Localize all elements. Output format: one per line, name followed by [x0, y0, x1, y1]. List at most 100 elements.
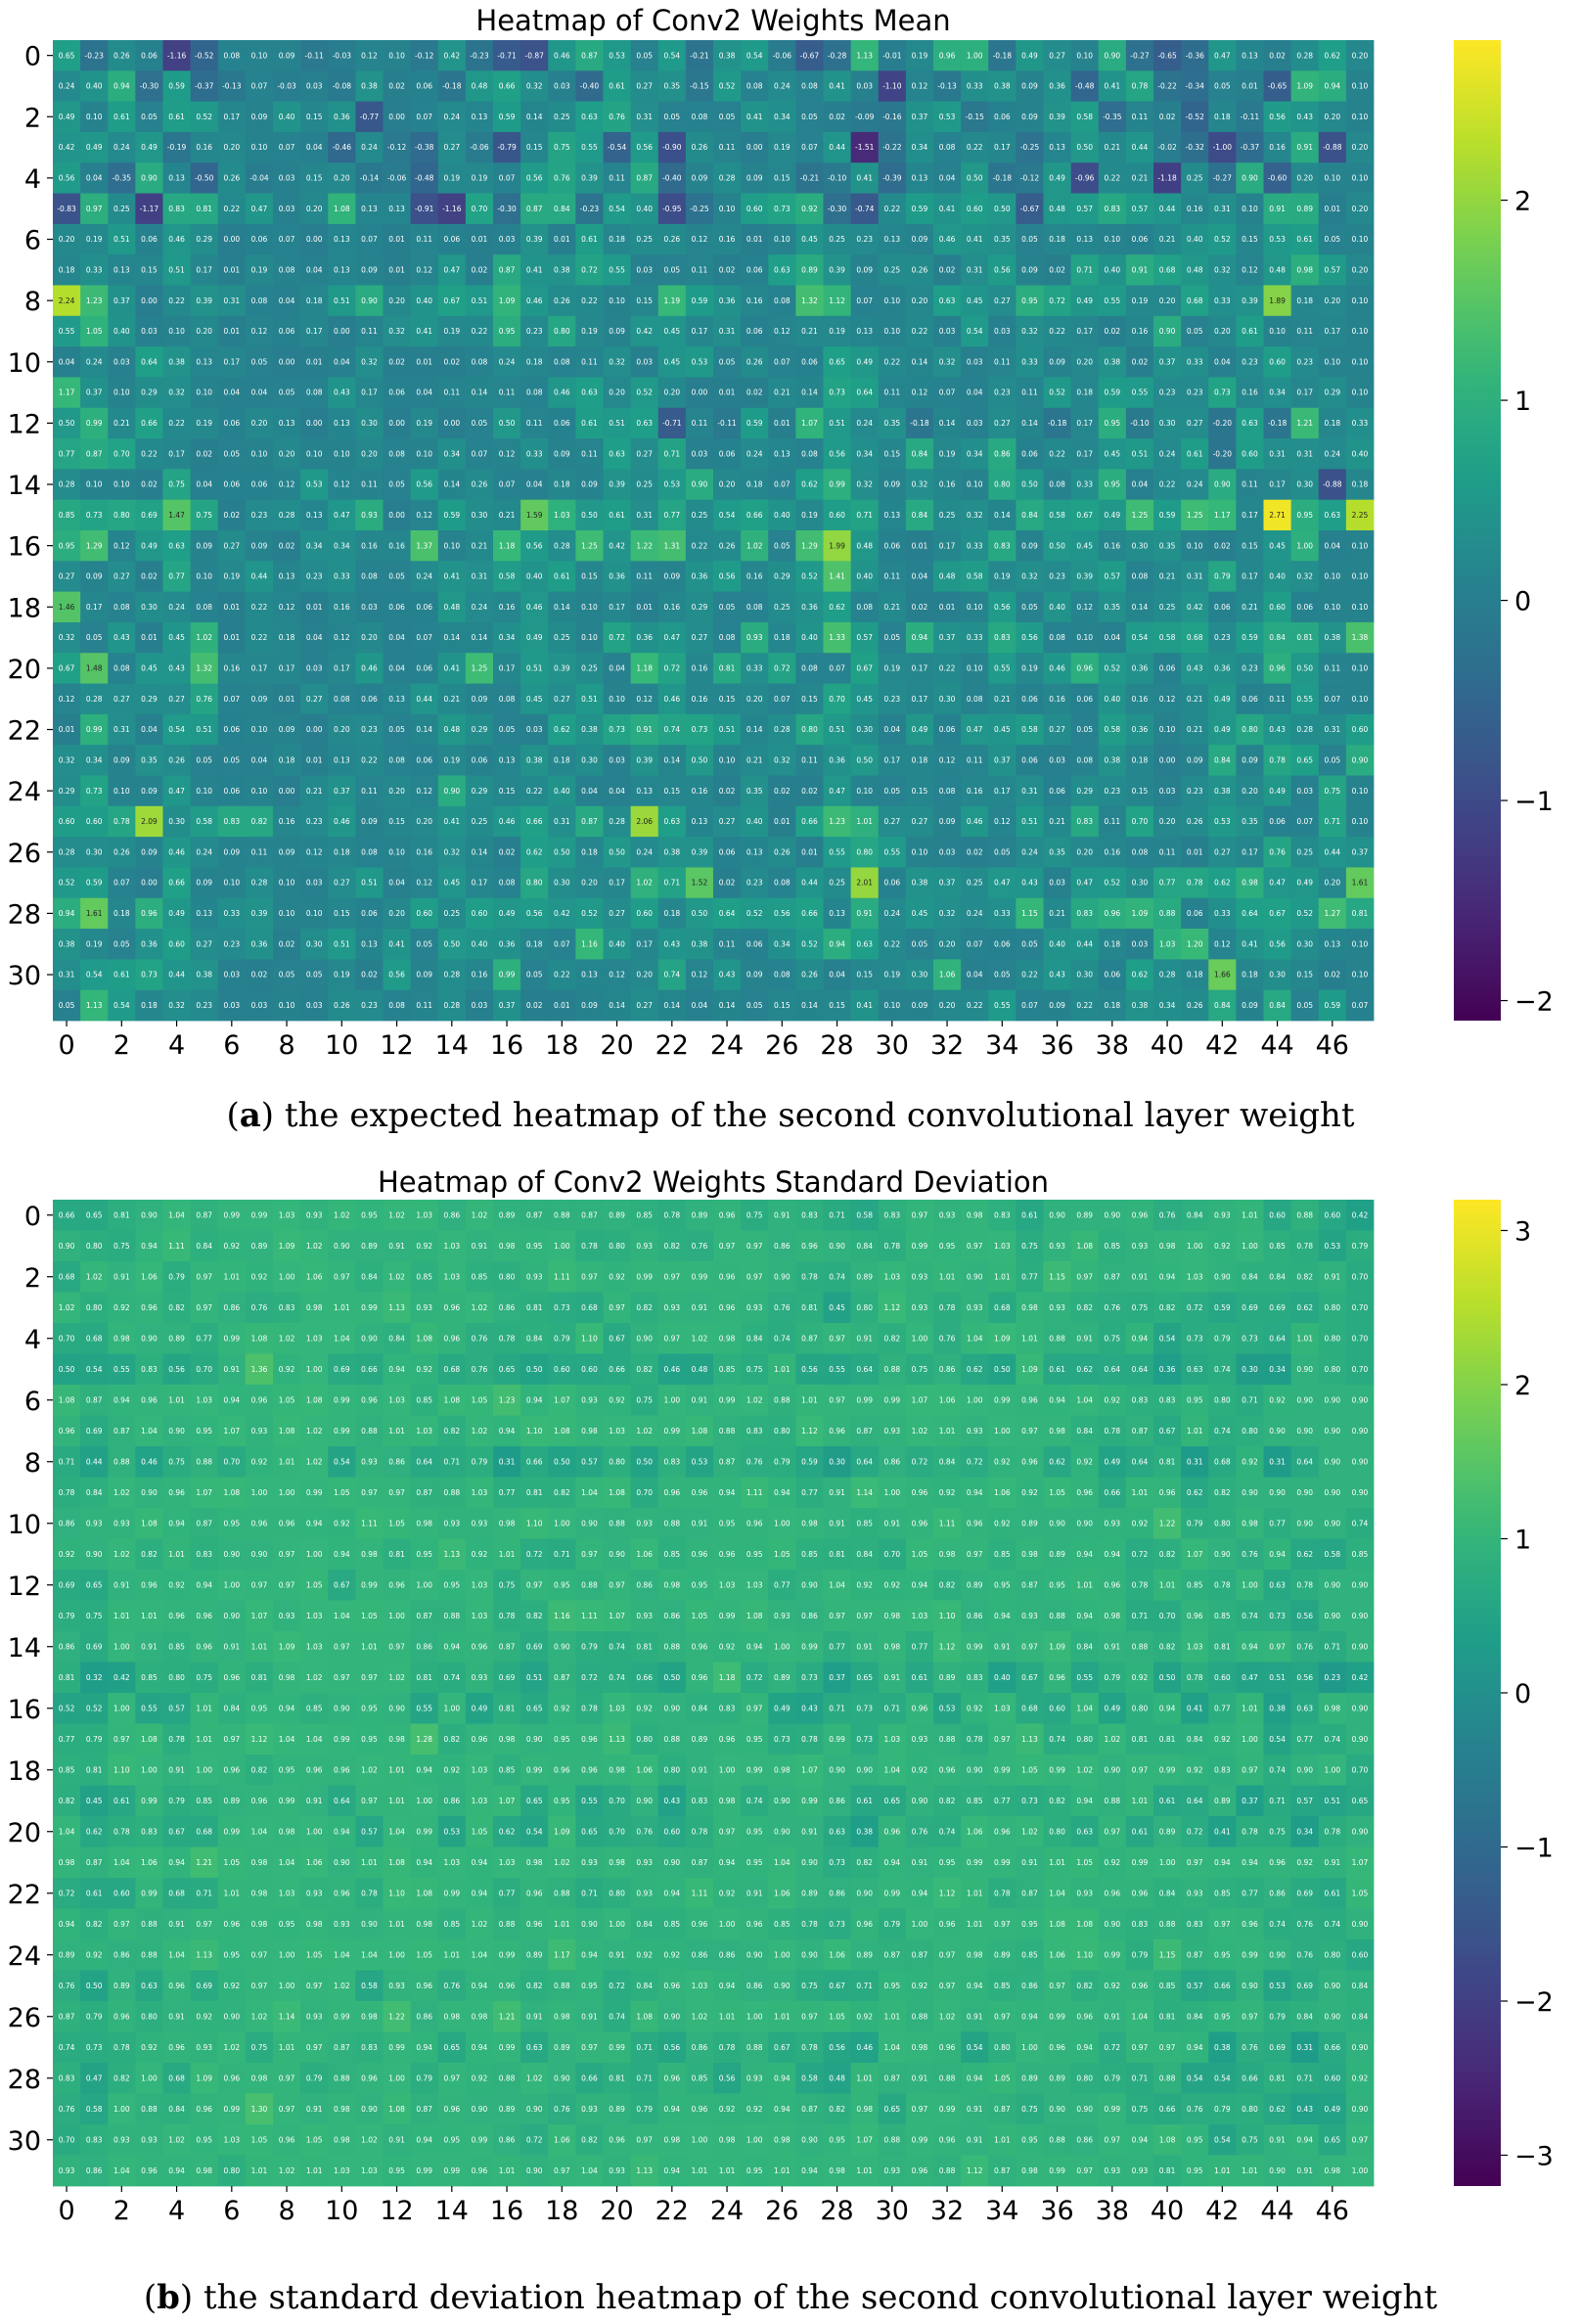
heatmap-mean-cell — [575, 254, 604, 286]
heatmap-mean-cell-label: 0.65 — [829, 357, 845, 366]
heatmap-mean-cell-label: 0.05 — [59, 1001, 75, 1010]
heatmap-mean-cell-label: 0.60 — [416, 909, 432, 918]
heatmap-mean-cell-label: 0.06 — [1187, 909, 1203, 918]
heatmap-mean-cell-label: 0.04 — [967, 971, 983, 980]
heatmap-mean-cell — [300, 193, 329, 225]
heatmap-mean-cell-label: 0.16 — [388, 541, 405, 550]
heatmap-mean-cell-label: 0.13 — [388, 695, 405, 704]
heatmap-mean-cell — [162, 40, 192, 71]
heatmap-mean-cell-label: 0.40 — [1049, 603, 1065, 612]
heatmap-mean-cell — [108, 40, 136, 71]
heatmap-mean-cell-label: 0.08 — [526, 388, 543, 397]
heatmap-mean-cell-label: 0.20 — [388, 787, 405, 796]
heatmap-mean-cell-label: 0.95 — [499, 327, 516, 336]
heatmap-std-cell-label: 0.83 — [141, 1365, 158, 1374]
heatmap-mean-cell-label: 0.26 — [472, 480, 488, 489]
heatmap-mean-cell-label: 0.60 — [636, 909, 653, 918]
heatmap-mean-cell — [603, 40, 632, 71]
heatmap-mean-cell-label: 0.47 — [1076, 879, 1093, 888]
heatmap-mean-cell-label: 0.04 — [59, 357, 75, 366]
heatmap-mean-cell — [1345, 285, 1375, 317]
heatmap-mean-cell-label: -0.18 — [993, 51, 1013, 60]
heatmap-mean-cell-label: 0.54 — [746, 51, 763, 60]
heatmap-mean-cell-label: 0.09 — [251, 113, 268, 121]
heatmap-mean-cell-label: 0.09 — [939, 817, 956, 826]
heatmap-mean-cell-label: 0.73 — [774, 205, 790, 213]
heatmap-mean-cell-label: 0.09 — [912, 235, 928, 244]
heatmap-mean-cell-label: 0.20 — [1352, 205, 1369, 213]
heatmap-mean-cell-label: 0.40 — [416, 296, 432, 305]
heatmap-mean-cell — [493, 131, 521, 163]
heatmap-mean-cell-label: 0.84 — [912, 511, 928, 520]
heatmap-mean-cell-label: 0.26 — [912, 265, 928, 274]
heatmap-mean-cell-label: 0.02 — [196, 449, 212, 458]
heatmap-mean-cell-label: 0.08 — [499, 879, 516, 888]
heatmap-mean-cell-label: 0.65 — [1296, 755, 1313, 764]
heatmap-mean-cell-label: 0.15 — [526, 143, 543, 152]
heatmap-mean-cell-label: 0.11 — [251, 847, 268, 856]
heatmap-mean-cell-label: 0.80 — [1242, 725, 1258, 734]
heatmap-mean-cell-label: 0.00 — [443, 419, 460, 428]
heatmap-mean-cell — [548, 315, 576, 347]
heatmap-mean-cell — [988, 70, 1016, 103]
heatmap-mean-x-tick-label: 6 — [223, 1030, 240, 1061]
heatmap-mean-cell-label: 0.10 — [1352, 327, 1369, 336]
heatmap-std-cell-label: 1.01 — [334, 1303, 350, 1312]
heatmap-mean-cell-label: 0.35 — [746, 787, 763, 796]
heatmap-mean-cell — [905, 346, 934, 378]
heatmap-mean-cell-label: 1.06 — [939, 971, 956, 980]
heatmap-mean-cell-label: -1.51 — [855, 143, 875, 152]
heatmap-mean-cell-label: 0.49 — [1104, 511, 1120, 520]
heatmap-mean-cell-label: -0.48 — [1075, 82, 1095, 91]
heatmap-mean-cell-label: 0.19 — [829, 327, 845, 336]
heatmap-mean-cell-label: 0.81 — [1352, 909, 1369, 918]
heatmap-std-cell-label: 0.68 — [443, 1365, 460, 1374]
heatmap-mean-cell-label: 0.02 — [1269, 51, 1286, 60]
heatmap-mean-cell-label: 0.40 — [1104, 265, 1120, 274]
heatmap-mean-cell-label: 0.43 — [1296, 113, 1313, 121]
heatmap-mean-cell — [1125, 101, 1154, 133]
heatmap-mean-cell-label: 0.27 — [196, 939, 212, 948]
heatmap-std-cell-label: 0.90 — [1049, 1210, 1065, 1219]
heatmap-mean-cell — [1043, 346, 1072, 378]
heatmap-mean-cell-label: -0.40 — [662, 174, 682, 183]
heatmap-mean-cell-label: 0.32 — [967, 511, 983, 520]
heatmap-mean-cell-label: 0.02 — [967, 847, 983, 856]
heatmap-mean-cell-label: 0.03 — [499, 235, 516, 244]
heatmap-mean-cell-label: 0.91 — [1269, 205, 1286, 213]
heatmap-mean-cell-label: 0.84 — [1269, 633, 1286, 642]
heatmap-std-cell-label: 1.04 — [168, 1210, 185, 1219]
heatmap-mean-cell — [630, 254, 659, 286]
heatmap-mean-cell-label: 0.22 — [361, 755, 378, 764]
heatmap-mean-cell-label: 0.88 — [1159, 909, 1176, 918]
heatmap-mean-cells — [53, 40, 1375, 1022]
heatmap-mean-cell-label: 0.60 — [59, 817, 75, 826]
heatmap-mean-cell-label: 0.61 — [581, 235, 598, 244]
heatmap-mean-cell — [933, 40, 962, 71]
heatmap-mean-cell-label: 0.25 — [1187, 174, 1203, 183]
heatmap-mean-cell — [190, 101, 219, 133]
heatmap-mean-cell-label: 0.20 — [1242, 787, 1258, 796]
heatmap-mean-cell — [410, 101, 439, 133]
heatmap-mean-cell-label: 0.18 — [334, 847, 350, 856]
heatmap-mean-cell — [410, 70, 439, 103]
heatmap-mean-cell-label: 0.33 — [967, 82, 983, 91]
heatmap-mean-cell-label: 0.38 — [994, 82, 1011, 91]
heatmap-mean-cell-label: 0.51 — [829, 419, 845, 428]
heatmap-std-cell-label: 0.79 — [554, 1334, 570, 1343]
heatmap-mean-cell-label: 0.18 — [526, 357, 543, 366]
heatmap-mean-cell-label: 0.26 — [774, 847, 790, 856]
heatmap-mean-cell-label: 0.03 — [994, 327, 1011, 336]
heatmap-mean-cell-label: 0.05 — [279, 388, 295, 397]
heatmap-mean-cell-label: 0.08 — [306, 388, 323, 397]
heatmap-mean-cell-label: -0.12 — [415, 51, 434, 60]
heatmap-mean-cell-label: 0.37 — [86, 388, 103, 397]
heatmap-mean-cell-label: 0.25 — [692, 511, 708, 520]
heatmap-mean-cell-label: 0.05 — [113, 939, 130, 948]
heatmap-mean-cell-label: 0.23 — [1104, 787, 1120, 796]
heatmap-mean-x-tick-label: 18 — [545, 1030, 578, 1061]
heatmap-mean-cell-label: 0.17 — [912, 695, 928, 704]
heatmap-mean-cell — [410, 223, 439, 255]
heatmap-mean-cell — [575, 70, 604, 103]
heatmap-mean-cell-label: 0.10 — [416, 449, 432, 458]
